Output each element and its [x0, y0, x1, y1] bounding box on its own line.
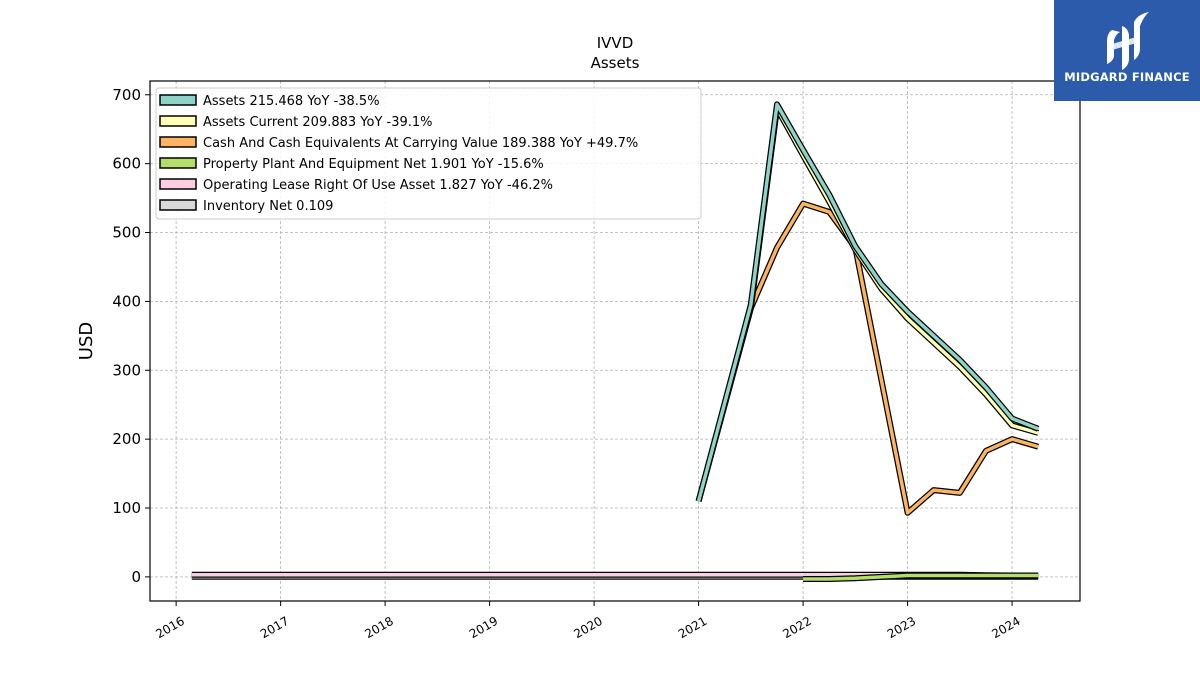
x-tick-label: 2022 — [780, 614, 813, 641]
y-tick-label: 200 — [112, 430, 141, 448]
y-tick-label: 400 — [112, 292, 141, 310]
legend-label: Inventory Net 0.109 — [203, 199, 333, 214]
legend-swatch — [159, 136, 197, 148]
logo-text: MIDGARD FINANCE — [1064, 70, 1190, 84]
x-tick-label: 2020 — [571, 614, 604, 641]
x-tick-label: 2023 — [885, 614, 918, 641]
legend-item: Property Plant And Equipment Net 1.901 Y… — [159, 157, 544, 172]
legend-item: Assets 215.468 YoY -38.5% — [159, 94, 380, 109]
logo-mark-icon — [1107, 12, 1149, 70]
series-line — [696, 102, 1039, 502]
midgard-finance-logo: MIDGARD FINANCE — [1054, 0, 1200, 101]
legend-item: Cash And Cash Equivalents At Carrying Va… — [159, 136, 638, 151]
legend-swatch — [159, 178, 197, 190]
chart-subtitle: Assets — [591, 54, 640, 72]
legend: Assets 215.468 YoY -38.5% Assets Current … — [155, 87, 702, 220]
x-tick-label: 2024 — [989, 614, 1022, 641]
series-line — [803, 573, 1039, 581]
legend-item: Assets Current 209.883 YoY -39.1% — [159, 115, 433, 130]
x-tick-label: 2019 — [467, 614, 500, 641]
x-tick-label: 2017 — [258, 614, 291, 641]
series-3 — [803, 572, 1039, 582]
series-0 — [695, 101, 1040, 502]
legend-box — [155, 87, 702, 220]
legend-swatch — [159, 115, 197, 127]
series-layer — [191, 101, 1040, 582]
legend-label: Operating Lease Right Of Use Asset 1.827… — [203, 178, 553, 193]
plot-frame — [149, 80, 1081, 602]
x-tick-label: 2021 — [676, 614, 709, 641]
legend-swatch — [159, 94, 197, 106]
x-tick-label: 2018 — [362, 614, 395, 641]
chart-title: IVVD — [597, 34, 634, 52]
y-tick-label: 100 — [112, 499, 141, 517]
legend-item: Inventory Net 0.109 — [159, 199, 333, 214]
legend-swatch — [159, 157, 197, 169]
y-tick-label: 300 — [112, 361, 141, 379]
y-tick-label: 500 — [112, 224, 141, 242]
series-2 — [695, 200, 1040, 516]
y-axis: 0 100 200 300 400 500 600 700 — [112, 86, 150, 586]
legend-label: Assets 215.468 YoY -38.5% — [203, 94, 380, 109]
series-outline — [695, 200, 1040, 516]
y-tick-label: 700 — [112, 86, 141, 104]
legend-label: Property Plant And Equipment Net 1.901 Y… — [203, 157, 544, 172]
series-line — [696, 201, 1039, 515]
y-tick-label: 600 — [112, 155, 141, 173]
y-axis-label: USD — [76, 322, 97, 360]
y-tick-label: 0 — [131, 568, 141, 586]
legend-label: Assets Current 209.883 YoY -39.1% — [203, 115, 433, 130]
x-axis: 2016 2017 2018 2019 2020 2021 2022 2023 2024 — [153, 601, 1023, 641]
x-tick-label: 2016 — [153, 614, 186, 641]
legend-swatch — [159, 199, 197, 211]
legend-label: Cash And Cash Equivalents At Carrying Va… — [203, 136, 638, 151]
legend-item: Operating Lease Right Of Use Asset 1.827… — [159, 178, 553, 193]
